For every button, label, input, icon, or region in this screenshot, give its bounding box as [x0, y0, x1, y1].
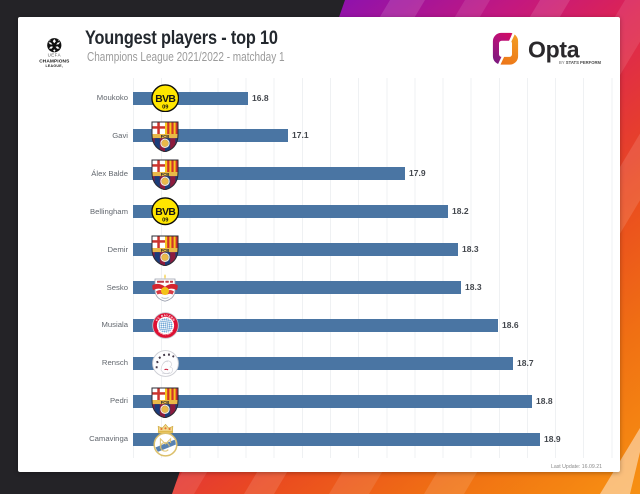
svg-text:Opta: Opta	[528, 37, 580, 63]
svg-text:BY STATS PERFORM: BY STATS PERFORM	[559, 60, 602, 65]
svg-text:LEAGUE,: LEAGUE,	[45, 64, 63, 68]
svg-text:UEFA: UEFA	[48, 53, 61, 58]
svg-text:CHAMPIONS: CHAMPIONS	[39, 58, 70, 64]
